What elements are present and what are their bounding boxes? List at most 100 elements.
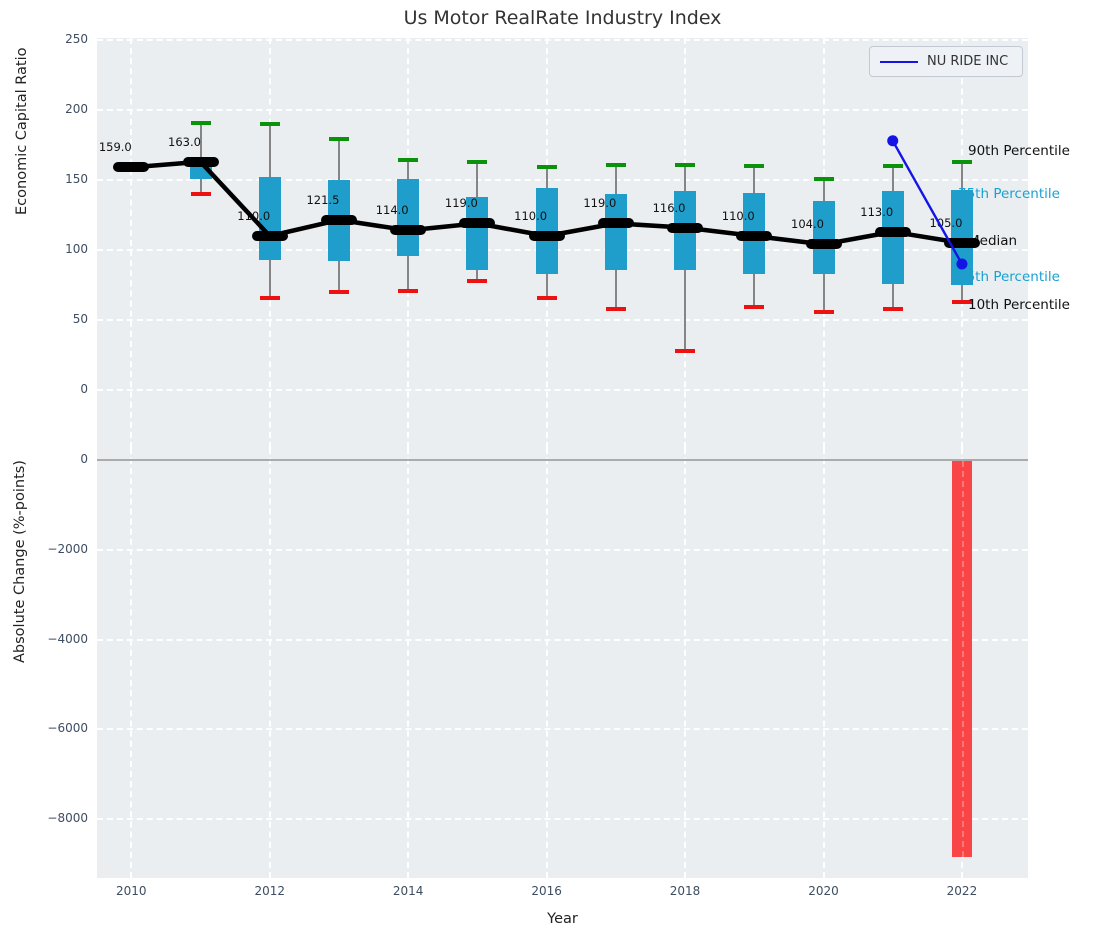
percentile-annotation: 25th Percentile bbox=[958, 269, 1060, 285]
p90-cap bbox=[951, 159, 972, 164]
gridline bbox=[407, 448, 410, 878]
x-tick-label: 2020 bbox=[808, 884, 839, 898]
iqr-box bbox=[881, 191, 904, 284]
gridline bbox=[97, 249, 1028, 251]
x-tick-label: 2010 bbox=[116, 884, 147, 898]
x-axis-label: Year bbox=[547, 911, 578, 927]
gridline bbox=[97, 818, 1028, 821]
top-plot-area: 159.0 163.0 110.0 121.5 114.0 119.0 110.0 119.0… bbox=[97, 38, 1070, 448]
median-marker bbox=[597, 218, 634, 229]
y-tick-label: −2000 bbox=[47, 541, 88, 556]
iqr-box bbox=[950, 189, 973, 285]
gridline bbox=[97, 638, 1028, 641]
median-value-label: 110.0 bbox=[514, 209, 548, 223]
gridline bbox=[97, 179, 1028, 181]
y-tick-label: 200 bbox=[65, 102, 88, 116]
p90-cap bbox=[467, 159, 488, 164]
y-tick-label: 0 bbox=[80, 452, 88, 466]
p10-cap bbox=[328, 290, 349, 294]
iqr-box bbox=[466, 196, 489, 270]
nu-ride-point bbox=[956, 258, 968, 270]
y-tick-label: −4000 bbox=[47, 631, 88, 646]
median-value-label: 114.0 bbox=[375, 203, 409, 218]
median-marker bbox=[113, 162, 150, 173]
median-value-label: 121.5 bbox=[306, 192, 340, 207]
p10-cap bbox=[675, 348, 696, 353]
y-tick-label: 0 bbox=[80, 382, 88, 396]
p10-cap bbox=[259, 295, 280, 300]
legend-label: NU RIDE INC bbox=[927, 54, 1009, 69]
gridline bbox=[684, 448, 687, 878]
gridline bbox=[97, 389, 1028, 391]
gridline bbox=[822, 448, 825, 878]
gridline bbox=[97, 728, 1028, 731]
p10-cap bbox=[467, 278, 488, 283]
gridline bbox=[130, 38, 133, 448]
p10-cap bbox=[882, 306, 903, 311]
percentile-annotation: Median bbox=[968, 232, 1018, 249]
gridline bbox=[130, 448, 133, 878]
median-marker bbox=[805, 239, 842, 250]
median-marker bbox=[943, 238, 980, 248]
median-value-label: 159.0 bbox=[98, 140, 132, 155]
x-tick-label: 2014 bbox=[392, 884, 424, 898]
median-value-label: 110.0 bbox=[721, 209, 755, 223]
p10-cap bbox=[813, 309, 834, 314]
iqr-box bbox=[397, 178, 420, 256]
p10-cap bbox=[536, 295, 557, 300]
nu-ride-line bbox=[887, 135, 968, 270]
y-tick-label: 50 bbox=[72, 312, 88, 326]
p10-cap bbox=[744, 305, 765, 310]
percentile-annotation: 90th Percentile bbox=[968, 143, 1070, 159]
gridline bbox=[97, 39, 1028, 41]
median-value-label: 113.0 bbox=[860, 204, 894, 219]
iqr-box bbox=[812, 201, 835, 274]
median-marker bbox=[251, 231, 288, 241]
p10-cap bbox=[398, 288, 419, 293]
legend-line-sample bbox=[880, 60, 918, 63]
gridline bbox=[97, 109, 1028, 111]
y-tick-label: 150 bbox=[65, 172, 88, 186]
y-tick-label: −6000 bbox=[47, 721, 88, 736]
x-tick-label: 2022 bbox=[946, 884, 978, 898]
nu-ride-point bbox=[887, 135, 899, 147]
p10-cap bbox=[951, 299, 972, 304]
chart-title: Us Motor RealRate Industry Index bbox=[403, 7, 722, 29]
p90-cap bbox=[398, 158, 419, 163]
median-value-label: 104.0 bbox=[791, 217, 824, 232]
change-bar bbox=[951, 461, 972, 858]
p90-cap bbox=[328, 137, 349, 142]
median-marker bbox=[874, 226, 911, 237]
median-marker bbox=[667, 222, 704, 233]
p90-cap bbox=[536, 165, 557, 170]
zero-line bbox=[97, 459, 1028, 461]
iqr-box bbox=[604, 194, 627, 270]
gridline bbox=[97, 548, 1028, 551]
bottom-plot-area bbox=[97, 448, 1028, 878]
y-tick-label: 100 bbox=[65, 242, 88, 256]
percentile-annotation: 10th Percentile bbox=[968, 297, 1070, 313]
p10-cap bbox=[190, 192, 211, 196]
y-tick-label: −8000 bbox=[47, 811, 88, 826]
p90-cap bbox=[259, 122, 280, 126]
median-marker bbox=[182, 156, 219, 167]
percentile-annotation: 75th Percentile bbox=[958, 186, 1060, 203]
x-tick-label: 2016 bbox=[531, 884, 562, 898]
x-tick-label: 2018 bbox=[669, 884, 701, 898]
y-tick-label: 250 bbox=[65, 32, 88, 46]
p90-cap bbox=[813, 176, 834, 181]
median-value-label: 163.0 bbox=[168, 134, 201, 149]
gridline bbox=[268, 448, 271, 878]
median-marker bbox=[320, 214, 357, 225]
legend: NU RIDE INC bbox=[869, 46, 1023, 77]
p90-cap bbox=[675, 162, 696, 167]
x-tick-label: 2012 bbox=[254, 884, 286, 898]
median-value-label: 116.0 bbox=[652, 200, 686, 215]
gridline bbox=[545, 448, 548, 878]
median-marker bbox=[736, 231, 773, 241]
gridline bbox=[97, 319, 1028, 321]
p90-cap bbox=[744, 164, 765, 168]
p90-cap bbox=[605, 162, 626, 167]
median-marker bbox=[528, 231, 565, 241]
